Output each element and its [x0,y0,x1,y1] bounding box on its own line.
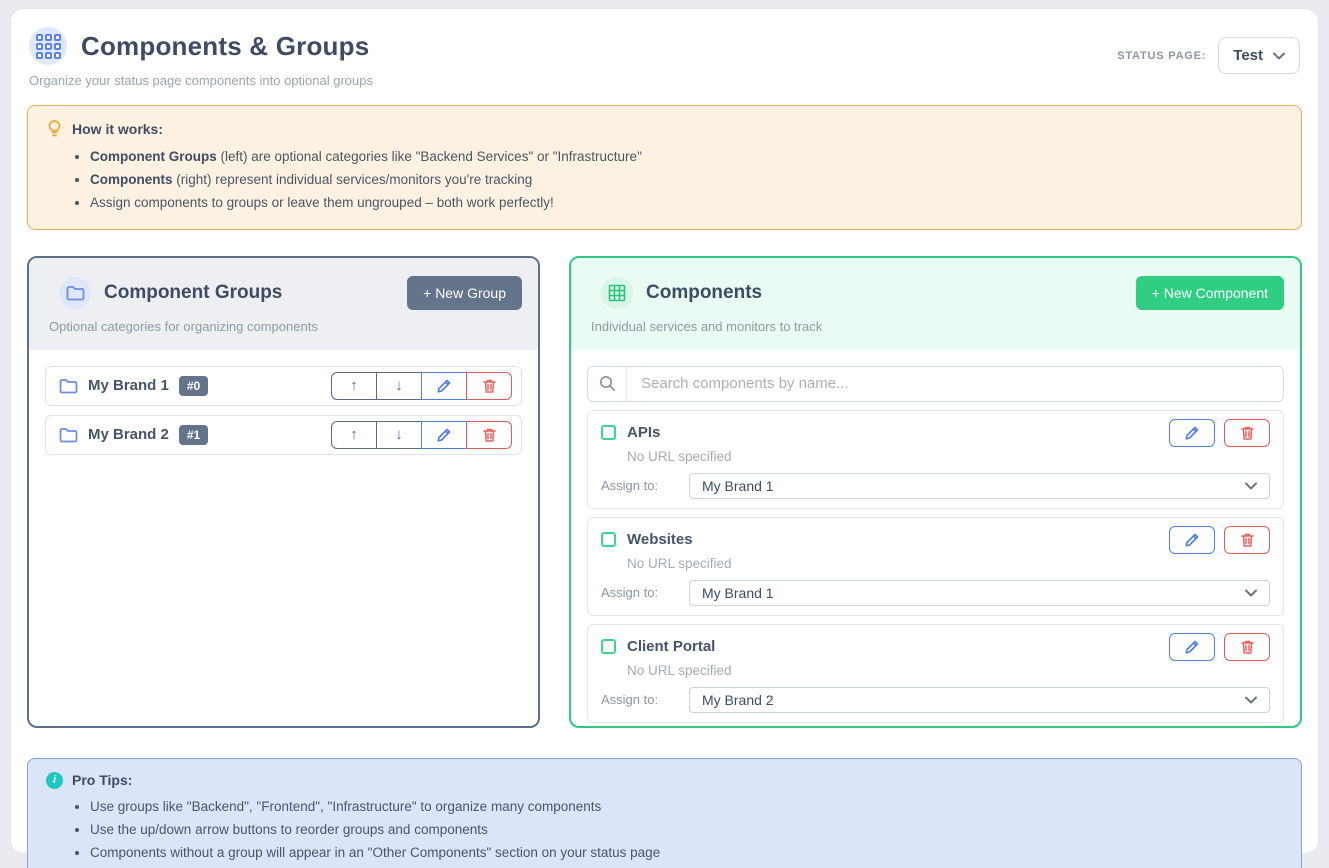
edit-component-button[interactable] [1169,632,1215,661]
pro-tips-title: Pro Tips: [72,772,133,789]
assign-group-select[interactable]: My Brand 2 [689,686,1270,713]
component-card: Websites No URL specified [587,516,1284,616]
how-it-works-bullet: Components (right) represent individual … [90,169,1283,192]
search-bar [587,365,1284,402]
table-grid-icon [601,276,633,309]
edit-group-button[interactable] [421,371,467,400]
status-page-label: STATUS PAGE: [1117,49,1207,62]
app-card: Components & Groups Organize your status… [10,8,1319,868]
edit-component-button[interactable] [1169,418,1215,447]
component-name: Client Portal [627,638,716,656]
how-it-works-title: How it works: [72,121,164,137]
delete-component-button[interactable] [1224,525,1270,554]
delete-group-button[interactable] [466,420,512,449]
down-arrow-icon: ↓ [395,377,403,395]
components-panel-title: Components [646,281,763,303]
groups-panel-subtitle: Optional categories for organizing compo… [49,318,318,334]
lightbulb-icon [48,120,61,137]
group-name: My Brand 1 [88,377,169,395]
grid-dots-icon [29,27,67,65]
edit-group-button[interactable] [421,420,467,449]
search-input[interactable] [627,366,1283,401]
up-arrow-icon: ↑ [350,377,358,395]
trash-icon [1240,533,1254,547]
status-page-value: Test [1233,47,1263,64]
groups-panel: Component Groups + New Group Optional ca… [27,255,540,728]
how-it-works-bullet: Component Groups (left) are optional cat… [90,146,1283,169]
folder-icon [59,276,91,309]
up-arrow-icon: ↑ [350,426,358,444]
components-panel: Components + New Component Individual se… [569,255,1302,728]
component-checkbox [601,532,616,548]
pencil-icon [437,379,451,393]
group-row: My Brand 1 #0 ↑ ↓ [45,365,522,406]
edit-component-button[interactable] [1169,525,1215,554]
pencil-icon [1185,426,1199,440]
groups-panel-title: Component Groups [104,281,283,303]
page-header: Components & Groups Organize your status… [27,27,1302,88]
chevron-down-icon [1245,696,1257,704]
pro-tip-bullet: Use the up/down arrow buttons to reorder… [90,819,1283,842]
component-card: Client Portal No URL specified [587,623,1284,723]
chevron-down-icon [1245,482,1257,490]
assign-to-label: Assign to: [601,585,659,601]
chevron-down-icon [1245,589,1257,597]
assigned-group-value: My Brand 2 [702,691,774,708]
group-order-badge: #0 [178,375,209,396]
component-checkbox [601,639,616,655]
how-it-works-box: How it works: Component Groups (left) ar… [27,105,1302,230]
trash-icon [1240,640,1254,654]
group-order-badge: #1 [178,424,209,445]
trash-icon [482,428,496,442]
pencil-icon [1185,533,1199,547]
how-it-works-list: Component Groups (left) are optional cat… [90,146,1283,215]
trash-icon [482,379,496,393]
assigned-group-value: My Brand 1 [702,584,774,601]
move-down-button[interactable]: ↓ [376,420,422,449]
search-icon [588,366,627,401]
assigned-group-value: My Brand 1 [702,477,774,494]
delete-component-button[interactable] [1224,632,1270,661]
move-up-button[interactable]: ↑ [331,371,377,400]
status-page-select[interactable]: Test [1218,37,1300,74]
folder-icon [59,378,78,394]
new-component-button[interactable]: + New Component [1135,275,1284,310]
page-title: Components & Groups [81,30,370,61]
component-checkbox [601,425,616,441]
delete-component-button[interactable] [1224,418,1270,447]
group-name: My Brand 2 [88,426,169,444]
pro-tips-box: i Pro Tips: Use groups like "Backend", "… [27,757,1302,868]
chevron-down-icon [1273,52,1285,59]
assign-group-select[interactable]: My Brand 1 [689,472,1270,499]
how-it-works-bullet: Assign components to groups or leave the… [90,192,1283,215]
component-url-status: No URL specified [627,662,732,678]
component-name: Websites [627,531,693,549]
pro-tip-bullet: Components without a group will appear i… [90,842,1283,865]
assign-to-label: Assign to: [601,692,659,708]
page-subtitle: Organize your status page components int… [29,73,373,88]
move-down-button[interactable]: ↓ [376,371,422,400]
component-url-status: No URL specified [627,448,732,464]
pencil-icon [1185,640,1199,654]
pro-tips-list: Use groups like "Backend", "Frontend", "… [90,796,1283,865]
new-group-button[interactable]: + New Group [407,275,522,310]
pencil-icon [437,428,451,442]
component-url-status: No URL specified [627,555,732,571]
pro-tip-bullet: Use groups like "Backend", "Frontend", "… [90,796,1283,819]
components-panel-subtitle: Individual services and monitors to trac… [591,318,823,334]
move-up-button[interactable]: ↑ [331,420,377,449]
assign-to-label: Assign to: [601,478,659,494]
down-arrow-icon: ↓ [395,426,403,444]
delete-group-button[interactable] [466,371,512,400]
trash-icon [1240,426,1254,440]
component-card: APIs No URL specified A [587,409,1284,509]
info-icon: i [46,771,63,789]
component-name: APIs [627,424,661,442]
assign-group-select[interactable]: My Brand 1 [689,579,1270,606]
folder-icon [59,427,78,443]
group-row: My Brand 2 #1 ↑ ↓ [45,414,522,455]
